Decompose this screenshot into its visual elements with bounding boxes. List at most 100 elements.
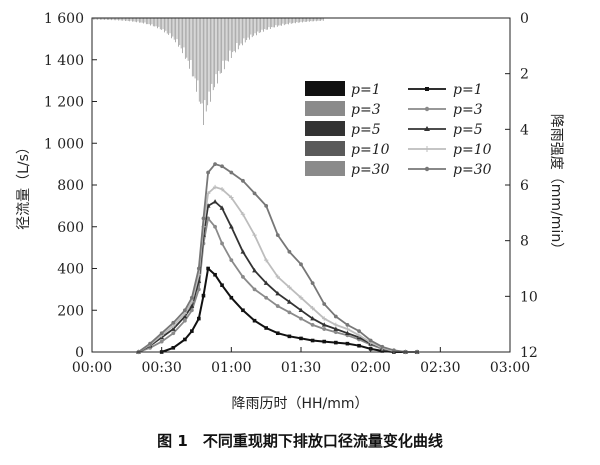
series-point (299, 262, 303, 267)
series-point (356, 333, 362, 338)
series-point (310, 322, 315, 327)
series-point (322, 302, 327, 306)
y-right-axis-label: 降雨强度（mm/min） (548, 114, 564, 256)
series-point (333, 326, 339, 331)
legend-bar-label: p=1 (351, 82, 381, 98)
series-point (213, 224, 217, 229)
figure-caption: 图 1 不同重现期下排放口径流量变化曲线 (157, 432, 443, 450)
series-point (229, 258, 234, 263)
series-point (182, 313, 188, 319)
series-point (298, 295, 304, 300)
series-point (212, 199, 218, 204)
series-point (333, 330, 338, 335)
rainfall-bars (91, 18, 324, 125)
series-point (252, 267, 257, 273)
series-point (213, 162, 217, 167)
series-point (275, 331, 280, 336)
x-tick-label: 01:00 (211, 360, 251, 376)
series-point (264, 203, 269, 208)
series-point (220, 164, 224, 169)
y-left-tick-label: 1 600 (44, 11, 84, 27)
series-point (275, 304, 280, 308)
y-right-tick-label: 12 (520, 345, 538, 361)
series-point (263, 280, 269, 285)
y-right-tick-label: 6 (520, 178, 529, 194)
y-left-tick-label: 1 000 (44, 136, 84, 152)
series-point (287, 249, 292, 254)
y-left-tick-label: 1 400 (44, 53, 84, 69)
y-right-tick-label: 4 (520, 122, 529, 138)
series-point (182, 308, 187, 313)
series-point (171, 346, 176, 350)
x-tick-label: 01:30 (281, 360, 321, 376)
y-left-tick-label: 1 200 (44, 95, 84, 111)
series-point (264, 326, 268, 330)
series-point (345, 322, 350, 327)
series-point (333, 314, 338, 319)
legend-bar-swatch (305, 81, 345, 96)
series-point (345, 341, 350, 346)
y-right-tick-label: 8 (520, 234, 529, 250)
series-point (197, 316, 201, 321)
series-point (241, 308, 245, 313)
x-tick-label: 00:30 (141, 360, 181, 376)
series-point (159, 331, 164, 336)
series-point (299, 316, 303, 321)
series-point (263, 257, 269, 263)
legend-line-label: p=1 (453, 82, 483, 98)
series-point (298, 307, 304, 313)
series-point (391, 348, 396, 353)
series-point (252, 232, 257, 238)
y-left-tick-label: 400 (57, 262, 84, 278)
legend-bar-label: p=10 (351, 142, 390, 158)
series-point (299, 336, 303, 341)
legend-line-marker (424, 166, 430, 172)
series-point (196, 287, 201, 292)
series-point (148, 341, 152, 346)
series-point (322, 327, 327, 331)
series-point (345, 326, 350, 332)
legend-bar-swatch (305, 141, 345, 156)
series-point (252, 191, 257, 196)
series-point (275, 233, 280, 238)
legend-line-label: p=5 (453, 122, 483, 138)
series-point (310, 338, 315, 343)
legend-line-marker (424, 106, 430, 112)
y-right-tick-label: 2 (520, 67, 529, 83)
x-tick-label: 02:00 (350, 360, 390, 376)
y-left-tick-label: 0 (75, 345, 84, 361)
series-point (183, 337, 187, 342)
series-point (240, 212, 246, 217)
series-point (252, 287, 257, 292)
y-right-tick-label: 0 (520, 11, 529, 27)
series-point (321, 322, 327, 327)
series-point (380, 344, 385, 349)
series-point (310, 305, 315, 311)
series-point (333, 322, 339, 328)
plot-frame (91, 17, 511, 353)
series-point (287, 310, 292, 315)
legend-bar-swatch (305, 121, 345, 136)
series-point (189, 303, 195, 308)
series-point (201, 216, 206, 221)
series-line-p1 (161, 266, 418, 353)
legend-line-label: p=3 (453, 102, 483, 118)
y-right-tick-label: 10 (520, 289, 538, 305)
legend-line-label: p=10 (453, 142, 492, 158)
series-line-p3 (138, 216, 418, 353)
series-line-p30 (137, 163, 418, 353)
series-point (190, 329, 194, 333)
series-point (229, 170, 234, 175)
series-point (228, 224, 234, 229)
legend-line-marker (424, 146, 430, 152)
legend-line-label: p=30 (453, 162, 492, 178)
series-point (310, 316, 316, 321)
series-point (220, 283, 224, 287)
series-point (189, 295, 194, 300)
series-point (275, 274, 280, 280)
legend-bar-swatch (305, 161, 345, 176)
series-line-p10 (137, 186, 418, 353)
legend-line-marker (425, 87, 429, 91)
